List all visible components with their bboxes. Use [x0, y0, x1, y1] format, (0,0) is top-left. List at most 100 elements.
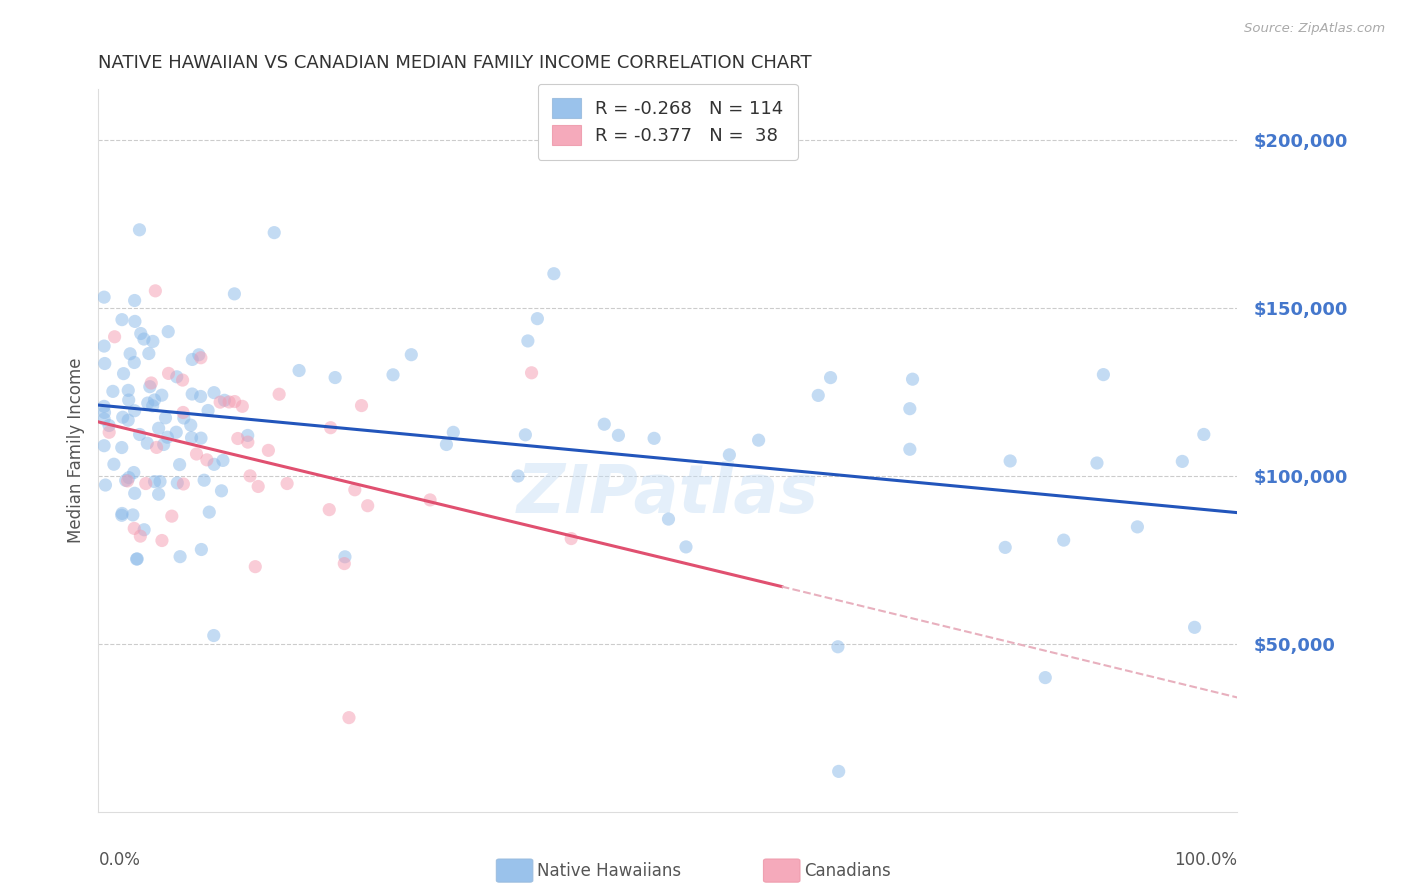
Point: [127, 552, 149, 566]
Point: [1171, 454, 1194, 468]
Point: [224, 394, 246, 409]
Point: [124, 355, 146, 369]
Point: [515, 427, 537, 442]
Point: [198, 505, 221, 519]
Point: [193, 473, 215, 487]
Point: [828, 764, 851, 779]
Point: [136, 436, 159, 450]
Point: [93, 412, 115, 426]
Point: [231, 400, 253, 414]
Point: [142, 334, 165, 349]
Point: [122, 521, 145, 535]
Point: [898, 442, 921, 457]
Point: [187, 348, 209, 362]
Text: Source: ZipAtlas.com: Source: ZipAtlas.com: [1244, 22, 1385, 36]
Point: [401, 348, 423, 362]
Point: [212, 453, 235, 467]
Point: [214, 393, 236, 408]
Point: [149, 475, 172, 489]
Point: [657, 512, 679, 526]
Point: [257, 443, 280, 458]
Point: [807, 388, 830, 402]
Point: [128, 427, 150, 442]
Point: [263, 226, 285, 240]
Point: [155, 410, 177, 425]
Point: [142, 399, 165, 413]
Point: [169, 458, 191, 472]
Point: [190, 542, 212, 557]
Point: [718, 448, 741, 462]
Text: ZIPatlas: ZIPatlas: [517, 461, 818, 527]
Point: [319, 420, 342, 434]
Point: [166, 369, 188, 384]
Point: [520, 366, 543, 380]
Point: [1192, 427, 1215, 442]
Y-axis label: Median Family Income: Median Family Income: [66, 358, 84, 543]
Point: [186, 447, 208, 461]
Point: [190, 431, 212, 445]
Point: [333, 557, 356, 571]
Point: [93, 290, 115, 304]
Point: [111, 508, 134, 523]
Point: [101, 384, 124, 399]
Point: [236, 435, 259, 450]
Point: [607, 428, 630, 442]
Point: [173, 411, 195, 425]
Point: [181, 352, 204, 367]
Point: [111, 441, 134, 455]
Point: [901, 372, 924, 386]
Point: [436, 437, 458, 451]
Point: [224, 286, 246, 301]
Point: [98, 418, 121, 433]
Point: [526, 311, 548, 326]
Point: [169, 549, 191, 564]
Text: Native Hawaiians: Native Hawaiians: [537, 862, 682, 880]
Text: 100.0%: 100.0%: [1174, 852, 1237, 870]
Point: [181, 387, 204, 401]
Point: [197, 403, 219, 417]
Point: [180, 418, 202, 433]
Point: [209, 395, 232, 409]
Point: [129, 326, 152, 341]
Point: [1085, 456, 1108, 470]
Point: [333, 549, 356, 564]
Point: [994, 541, 1017, 555]
Point: [117, 413, 139, 427]
Point: [148, 487, 170, 501]
Point: [180, 431, 202, 445]
Point: [136, 396, 159, 410]
Point: [276, 476, 298, 491]
Point: [247, 479, 270, 493]
Point: [202, 458, 225, 472]
Point: [124, 293, 146, 308]
Point: [93, 400, 115, 414]
Point: [166, 475, 188, 490]
Point: [125, 552, 148, 566]
Point: [143, 392, 166, 407]
Point: [112, 367, 135, 381]
Point: [506, 469, 529, 483]
Point: [165, 425, 187, 440]
Point: [138, 346, 160, 360]
Point: [382, 368, 405, 382]
Legend: R = -0.268   N = 114, R = -0.377   N =  38: R = -0.268 N = 114, R = -0.377 N = 38: [537, 84, 799, 160]
Point: [337, 711, 360, 725]
Point: [593, 417, 616, 432]
Point: [245, 559, 267, 574]
Point: [211, 483, 233, 498]
Point: [152, 437, 174, 451]
Point: [226, 432, 249, 446]
Point: [148, 421, 170, 435]
Point: [350, 399, 373, 413]
Point: [820, 370, 842, 384]
Point: [323, 370, 346, 384]
Point: [103, 330, 125, 344]
Point: [202, 628, 225, 642]
Point: [172, 405, 194, 419]
Point: [318, 502, 340, 516]
Point: [288, 363, 311, 377]
Point: [419, 492, 441, 507]
Point: [441, 425, 464, 440]
Point: [118, 392, 141, 407]
Point: [343, 483, 366, 497]
